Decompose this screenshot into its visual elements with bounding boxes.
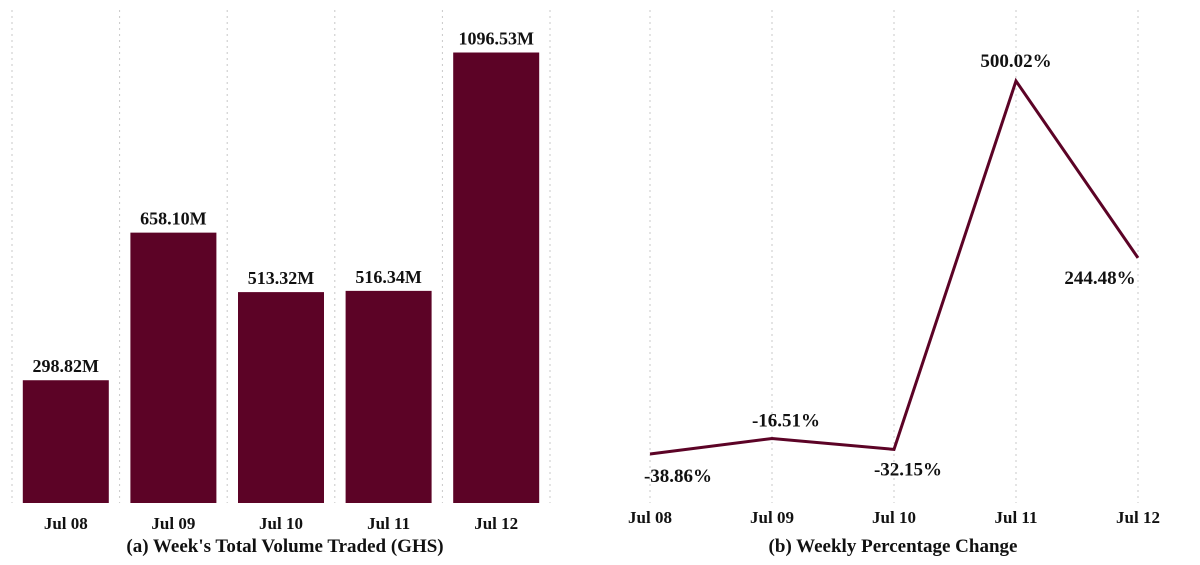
x-tick-label: Jul 10 bbox=[872, 508, 916, 527]
x-tick-label: Jul 08 bbox=[628, 508, 672, 527]
bar bbox=[238, 292, 324, 503]
x-tick-label: Jul 12 bbox=[474, 514, 518, 533]
x-tick-label: Jul 12 bbox=[1116, 508, 1160, 527]
x-tick-label: Jul 11 bbox=[367, 514, 410, 533]
data-label: 516.34M bbox=[355, 267, 422, 287]
data-label: 658.10M bbox=[140, 209, 207, 229]
bar bbox=[453, 52, 540, 504]
caption-a: (a) Week's Total Volume Traded (GHS) bbox=[126, 536, 443, 557]
x-tick-label: Jul 11 bbox=[995, 508, 1038, 527]
data-label: 1096.53M bbox=[458, 29, 534, 49]
x-tick-label: Jul 08 bbox=[44, 514, 88, 533]
bar bbox=[22, 380, 109, 503]
bar-chart-volume: 298.82M Jul 08 658.10M Jul 09 513.32M Jul 10 5… bbox=[11, 10, 551, 533]
data-label: -38.86% bbox=[644, 466, 712, 487]
line-chart-percentage-change: -38.86% Jul 08 -16.51% Jul 09 -32.15% Jul 10 5… bbox=[628, 10, 1160, 527]
x-tick-label: Jul 09 bbox=[750, 508, 794, 527]
x-tick-label: Jul 09 bbox=[151, 514, 195, 533]
series-line bbox=[649, 77, 1140, 456]
caption-b: (b) Weekly Percentage Change bbox=[769, 536, 1018, 557]
bar bbox=[345, 290, 432, 503]
data-label: 298.82M bbox=[33, 356, 100, 376]
data-label: 513.32M bbox=[248, 268, 315, 288]
data-label: 244.48% bbox=[1064, 268, 1135, 289]
x-tick-label: Jul 10 bbox=[259, 514, 303, 533]
data-label: 500.02% bbox=[980, 51, 1051, 72]
data-label: -16.51% bbox=[752, 411, 820, 432]
data-label: -32.15% bbox=[874, 459, 942, 480]
bar bbox=[130, 232, 217, 503]
